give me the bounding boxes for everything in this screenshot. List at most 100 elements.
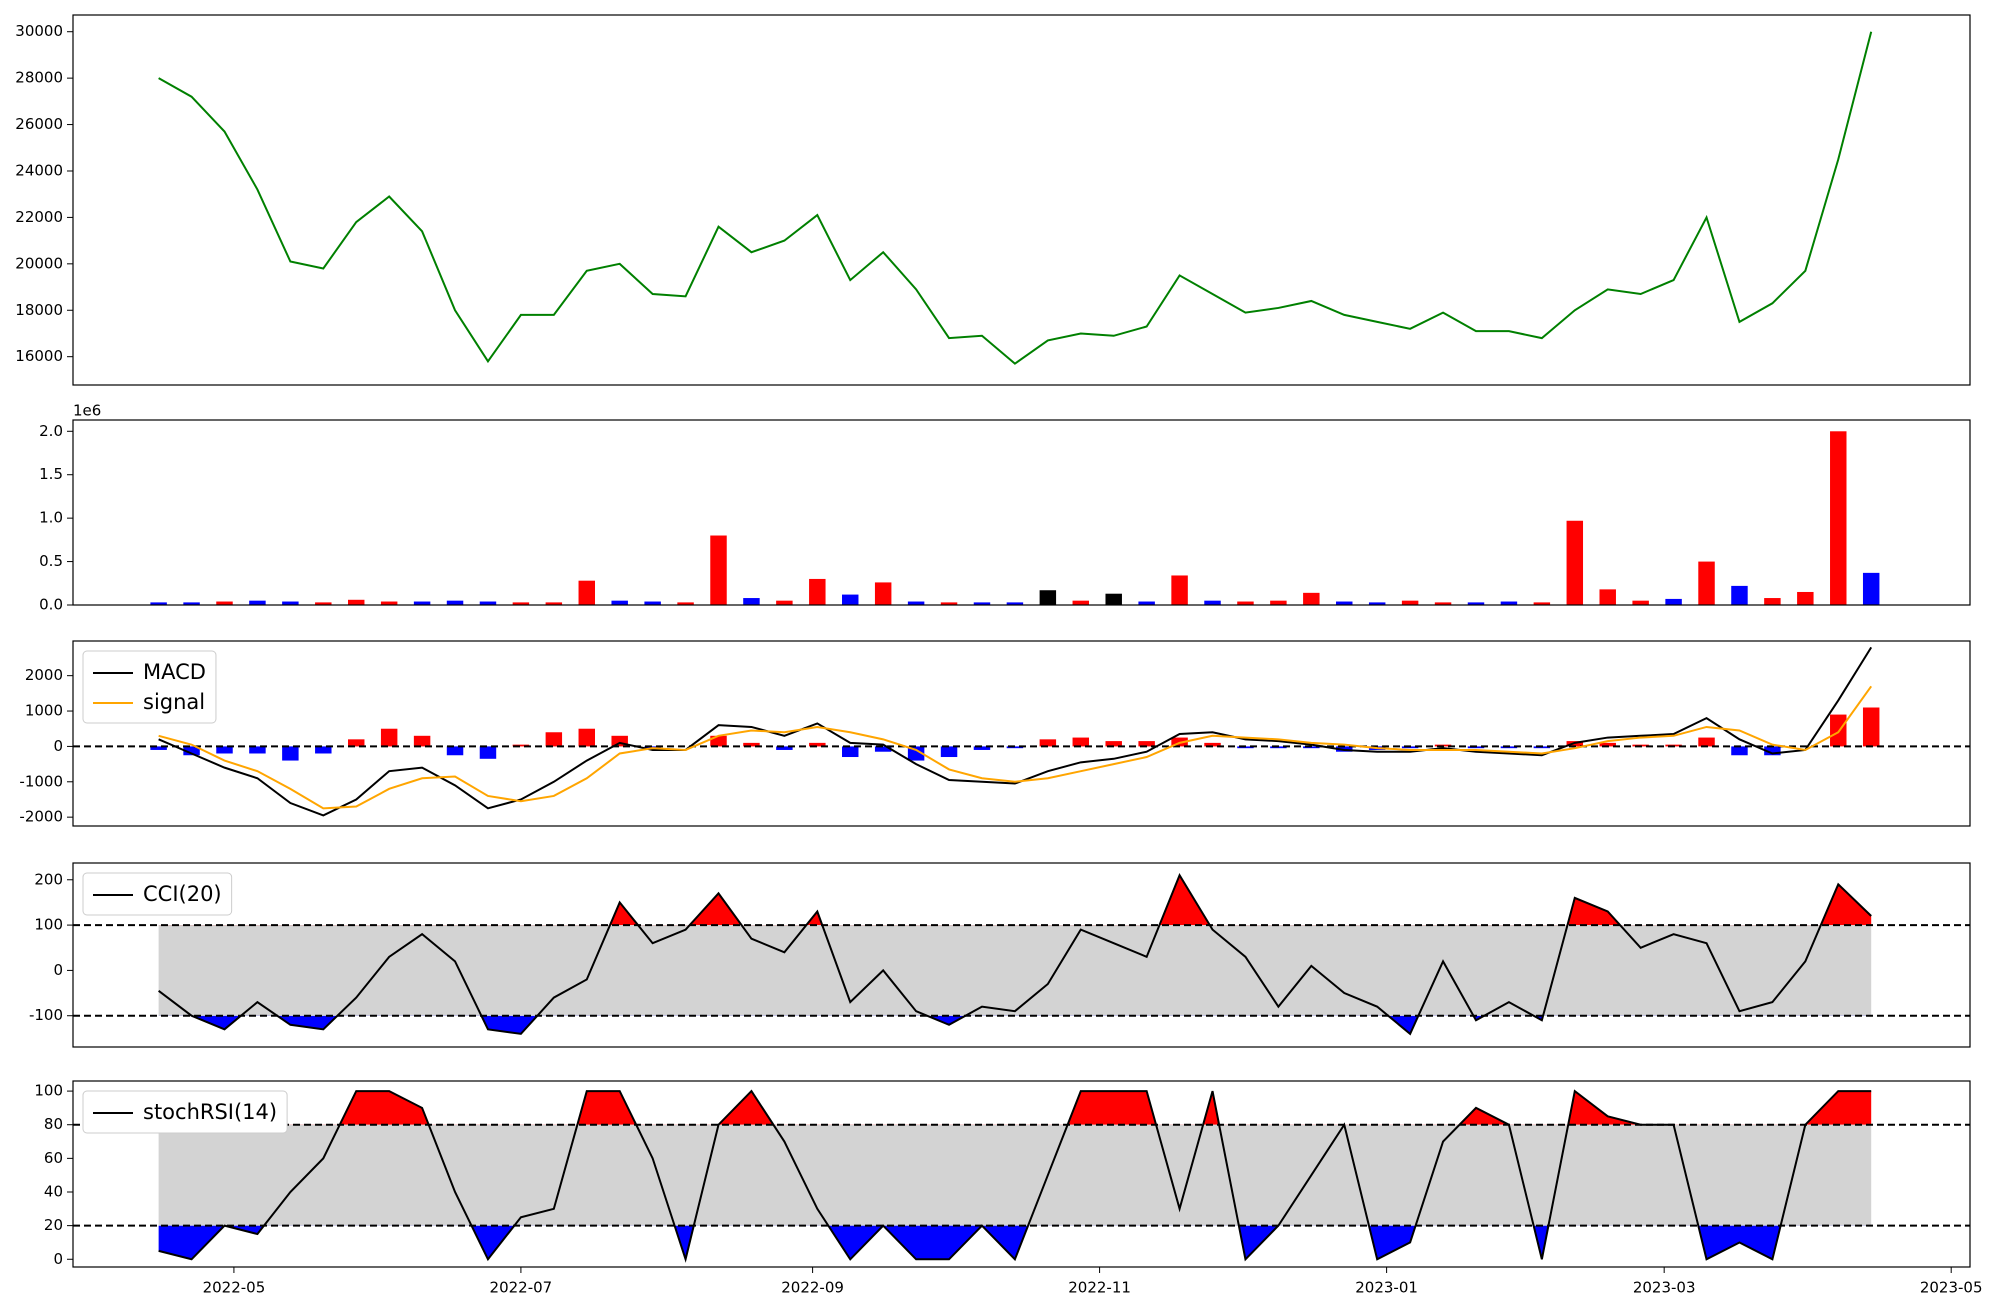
histogram-bar <box>315 746 332 754</box>
histogram-bar <box>545 732 563 747</box>
bar <box>1237 601 1254 605</box>
y-tick-label: 1.5 <box>39 465 63 483</box>
histogram-bar <box>150 746 167 750</box>
bar <box>907 601 925 605</box>
bar <box>743 598 760 605</box>
histogram-bar <box>710 735 727 747</box>
overbought-fill <box>158 1091 1872 1125</box>
histogram-bar <box>380 728 398 747</box>
plot-frame <box>72 862 1971 1048</box>
bar <box>1665 598 1682 605</box>
y-tick-label: 80 <box>44 1115 63 1133</box>
series-line <box>158 685 1873 810</box>
histogram-bar <box>347 739 365 747</box>
legend-label: CCI(20) <box>143 882 222 906</box>
y-tick-label: 18000 <box>15 301 63 319</box>
y-tick-label: 20000 <box>15 254 63 272</box>
histogram-bar <box>776 746 793 750</box>
bar <box>1731 585 1748 605</box>
plot-frame <box>72 640 1971 827</box>
bar <box>611 600 628 605</box>
bar <box>1434 602 1452 605</box>
histogram-bar <box>842 746 859 758</box>
histogram-bar <box>1731 746 1748 756</box>
histogram-bar <box>743 742 760 747</box>
bar <box>677 602 694 605</box>
bar <box>776 600 793 605</box>
legend-label: signal <box>143 690 205 714</box>
bar <box>1336 601 1353 605</box>
bar <box>1632 600 1649 605</box>
x-tick-label: 2023-01 <box>1355 1279 1418 1297</box>
x-tick-label: 2023-05 <box>1920 1279 1983 1297</box>
y-tick-label: 200 <box>34 870 63 888</box>
plot-frame <box>72 14 1971 386</box>
histogram-bar <box>1862 707 1880 747</box>
y-tick-label: 16000 <box>15 347 63 365</box>
bar <box>216 601 233 605</box>
histogram-bar <box>413 735 431 747</box>
bar <box>1698 561 1715 605</box>
oversold-fill <box>158 1225 1872 1260</box>
bar <box>446 600 464 605</box>
bar <box>1401 600 1419 605</box>
y-tick-label: 24000 <box>15 161 63 179</box>
bar <box>315 602 332 605</box>
y-tick-label: 2000 <box>25 666 63 684</box>
histogram-bar <box>446 746 464 756</box>
bar <box>380 601 398 605</box>
bar <box>1500 601 1518 605</box>
series-line <box>158 31 1873 365</box>
threshold-band <box>158 1124 1872 1226</box>
histogram-bar <box>282 746 299 761</box>
y-tick-label: 26000 <box>15 115 63 133</box>
bar <box>578 580 596 605</box>
legend-box <box>82 650 217 724</box>
y-tick-label: 0 <box>53 1250 63 1268</box>
histogram-bar <box>1599 742 1616 747</box>
y-tick-label: 1000 <box>25 702 63 720</box>
histogram-bar <box>249 746 266 754</box>
y-tick-label: -100 <box>29 1006 63 1024</box>
histogram-bar <box>907 746 925 761</box>
bar <box>479 601 497 605</box>
histogram-bar <box>809 742 826 747</box>
y-tick-label: 0 <box>53 961 63 979</box>
histogram-bar <box>479 746 497 759</box>
bar <box>1006 602 1024 605</box>
bar <box>1566 520 1584 605</box>
bar <box>710 535 727 605</box>
histogram-bar <box>512 744 530 747</box>
bar <box>183 602 200 605</box>
bar <box>1072 600 1090 605</box>
bar <box>1368 602 1386 605</box>
x-tick-label: 2022-07 <box>490 1279 553 1297</box>
y-tick-label: -1000 <box>19 772 63 790</box>
series-line <box>158 873 1872 1036</box>
bar <box>1171 575 1188 605</box>
plot-frame <box>72 1080 1971 1268</box>
bar <box>1599 589 1616 605</box>
y-tick-label: 30000 <box>15 22 63 40</box>
bar <box>1764 598 1781 605</box>
y-tick-label: 100 <box>34 916 63 934</box>
bar <box>1862 572 1880 605</box>
bar <box>644 601 661 605</box>
bar <box>282 601 299 605</box>
bar <box>842 594 859 605</box>
histogram-bar <box>1698 737 1715 747</box>
legend-box <box>82 1090 288 1134</box>
bar <box>809 578 826 605</box>
plot-frame <box>72 419 1971 606</box>
bar <box>1797 591 1814 605</box>
oversold-fill <box>158 1015 1872 1034</box>
y-tick-label: 28000 <box>15 69 63 87</box>
legend-box <box>82 872 233 916</box>
y-tick-label: 1.0 <box>39 509 63 527</box>
histogram-bar <box>1105 741 1122 747</box>
axis-offset-label: 1e6 <box>73 402 101 420</box>
bar <box>150 602 167 605</box>
x-tick-label: 2023-03 <box>1633 1279 1696 1297</box>
bar <box>413 601 431 605</box>
histogram-bar <box>973 746 991 750</box>
